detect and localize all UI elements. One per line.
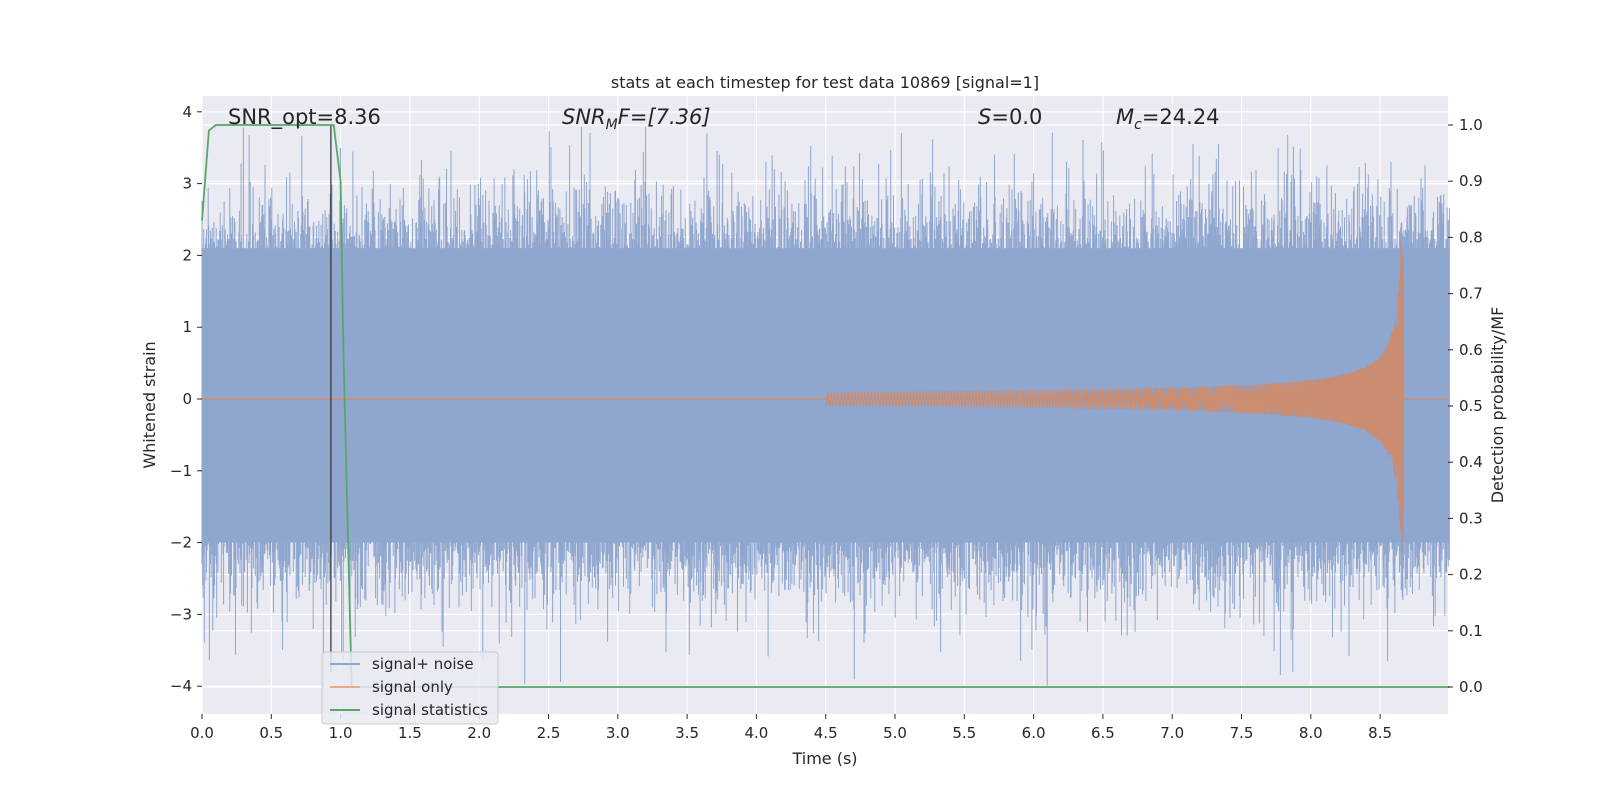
legend-label-noise: signal+ noise bbox=[372, 655, 474, 673]
annotation-mc: Mc=24.24 bbox=[1116, 105, 1220, 133]
y2-tick-label: 0.2 bbox=[1459, 566, 1483, 584]
x-tick-label: 2.5 bbox=[537, 724, 561, 742]
y-tick-label: 2 bbox=[182, 246, 192, 264]
y-tick-label: 3 bbox=[182, 175, 192, 193]
y-tick-label: −1 bbox=[170, 462, 192, 480]
mc-value: =24.24 bbox=[1142, 105, 1220, 129]
y-tick-label: 0 bbox=[182, 390, 192, 408]
x-tick-label: 4.0 bbox=[744, 724, 768, 742]
y-tick-label: −4 bbox=[170, 677, 192, 695]
snr-mf-subscript: M bbox=[606, 117, 618, 133]
s-value: =0.0 bbox=[991, 105, 1042, 129]
x-tick-label: 5.5 bbox=[952, 724, 976, 742]
x-tick-label: 2.0 bbox=[467, 724, 491, 742]
y2-tick-label: 0.5 bbox=[1459, 397, 1483, 415]
y-tick-label: −3 bbox=[170, 605, 192, 623]
s-symbol: S bbox=[978, 105, 991, 129]
stats-line bbox=[201, 124, 1450, 688]
x-tick-label: 5.0 bbox=[883, 724, 907, 742]
y2-axis-ticks: 0.0 0.1 0.2 0.3 0.4 0.5 0.6 0.7 0.8 0.9 1.0 bbox=[1448, 116, 1483, 696]
x-tick-label: 8.0 bbox=[1299, 724, 1323, 742]
x-tick-label: 3.5 bbox=[675, 724, 699, 742]
x-tick-label: 6.0 bbox=[1022, 724, 1046, 742]
series-signal-statistics bbox=[201, 124, 1450, 688]
annotation-s: S=0.0 bbox=[978, 105, 1042, 129]
y2-tick-label: 0.1 bbox=[1459, 622, 1483, 640]
snr-mf-value: F=[7.36] bbox=[618, 105, 711, 129]
y2-tick-label: 0.3 bbox=[1459, 509, 1483, 527]
y2-tick-label: 0.7 bbox=[1459, 285, 1483, 303]
x-tick-label: 1.5 bbox=[398, 724, 422, 742]
y2-tick-label: 0.9 bbox=[1459, 172, 1483, 190]
chart-title: stats at each timestep for test data 108… bbox=[611, 73, 1039, 92]
noise-trace bbox=[201, 126, 1450, 688]
y2-tick-label: 0.4 bbox=[1459, 453, 1483, 471]
signal-chirp bbox=[825, 241, 1450, 553]
annotation-snr-mf: SNRMF=[7.36] bbox=[562, 105, 711, 133]
y2-tick-label: 0.0 bbox=[1459, 678, 1483, 696]
x-axis-ticks: 0.0 0.5 1.0 1.5 2.0 2.5 3.0 3.5 4.0 4.5 5.0 5.5 6.0 6… bbox=[190, 714, 1392, 742]
snr-mf-symbol: SNR bbox=[562, 105, 606, 129]
x-tick-label: 3.0 bbox=[606, 724, 630, 742]
x-tick-label: 4.5 bbox=[814, 724, 838, 742]
x-tick-label: 7.0 bbox=[1160, 724, 1184, 742]
legend-label-stats: signal statistics bbox=[372, 701, 488, 719]
y2-axis-label: Detection probability/MF bbox=[1488, 307, 1507, 504]
y-tick-label: 4 bbox=[182, 103, 192, 121]
y-tick-label: −2 bbox=[170, 534, 192, 552]
x-tick-label: 1.0 bbox=[329, 724, 353, 742]
x-tick-label: 0.0 bbox=[190, 724, 214, 742]
y2-tick-label: 0.8 bbox=[1459, 228, 1483, 246]
y-axis-label: Whitened strain bbox=[140, 341, 159, 468]
mc-symbol: M bbox=[1116, 105, 1134, 129]
x-tick-label: 8.5 bbox=[1368, 724, 1392, 742]
x-tick-label: 6.5 bbox=[1091, 724, 1115, 742]
x-tick-label: 7.5 bbox=[1230, 724, 1254, 742]
y2-tick-label: 1.0 bbox=[1459, 116, 1483, 134]
annotation-snr-opt: SNR_opt=8.36 bbox=[228, 105, 381, 130]
x-axis-label: Time (s) bbox=[791, 749, 857, 768]
x-tick-label: 0.5 bbox=[259, 724, 283, 742]
legend-label-signal: signal only bbox=[372, 678, 453, 696]
legend-box bbox=[321, 651, 499, 725]
y-axis-ticks: −4 −3 −2 −1 0 1 2 3 4 bbox=[170, 103, 202, 695]
mc-subscript: c bbox=[1134, 117, 1142, 133]
y-tick-label: 1 bbox=[182, 318, 192, 336]
legend: signal+ noise signal only signal statist… bbox=[321, 651, 499, 725]
series-signal-only bbox=[202, 241, 1450, 553]
y2-tick-label: 0.6 bbox=[1459, 341, 1483, 359]
